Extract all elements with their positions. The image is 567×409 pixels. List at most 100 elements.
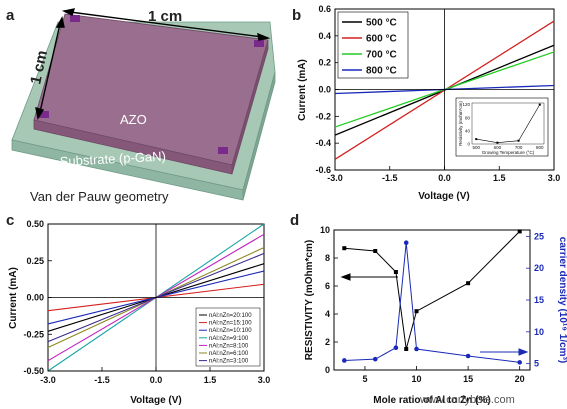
panel-b-label: b: [292, 7, 301, 24]
panel-d-series-1-point-1: [372, 356, 378, 362]
contact-pad-bottom-right: [218, 147, 228, 154]
panel-b-xtick-label-1: -1.5: [382, 173, 398, 183]
panel-d-ylabel-right: carrier density (10¹⁹ 1/cm³): [557, 237, 567, 363]
panel-d-series-1-point-2: [393, 345, 399, 351]
panel-b-xtick-label-3: 1.5: [493, 173, 506, 183]
panel-b-ytick-label-3: 0.0: [318, 85, 331, 95]
panel-d: d 5 10 15 20 0 2 4 6 8 10 5 10 15 20 25 Mole ratio of …: [290, 212, 567, 406]
panel-c-ylabel: Current (mA): [8, 267, 19, 329]
panel-d-ytick-left-label-2: 4: [325, 309, 330, 319]
panel-b-legend-entry-2: 700 °C: [366, 50, 397, 61]
panel-d-series-1-point-6: [517, 360, 522, 365]
panel-b-inset-plot-area: [471, 102, 545, 145]
panel-b-inset-xtick-2: 700: [515, 145, 523, 150]
panel-d-xtick-label-1: 10: [412, 374, 422, 384]
panel-b-ylabel: Current (mA): [297, 59, 308, 121]
panel-b-ytick-label-1: -0.4: [315, 138, 331, 148]
panel-d-label: d: [290, 212, 299, 229]
panel-b-xlabel: Voltage (V): [418, 191, 469, 202]
panel-b-legend-entry-0: 500 °C: [366, 18, 397, 29]
panel-b-legend: 500 °C 600 °C 700 °C 800 °C: [337, 11, 409, 79]
contact-pad-top-left: [70, 15, 80, 22]
panel-a-label: a: [6, 7, 15, 24]
panel-a-caption: Van der Pauw geometry: [30, 189, 169, 204]
substrate-label: Substrate (p-GaN): [59, 148, 166, 169]
panel-d-series-1-point-0: [342, 358, 347, 363]
panel-b-inset-point-3: [538, 103, 541, 106]
panel-b-inset-point-2: [517, 139, 520, 142]
panel-d-xtick-label-2: 15: [463, 374, 473, 384]
panel-c-ticks: -3.0 -1.5 0.0 1.5 3.0 -0.50 -0.25 0.00 0.25 0.50: [23, 219, 270, 385]
panel-c-ytick-label-4: 0.50: [26, 219, 44, 229]
panel-c-ytick-label-0: -0.50: [23, 366, 44, 376]
panel-d-ytick-right-label-1: 10: [534, 327, 544, 337]
panel-d-ytick-left-label-5: 10: [320, 225, 330, 235]
panel-b-ytick-label-2: -0.2: [315, 111, 331, 121]
panel-c-xtick-label-0: -3.0: [40, 375, 56, 385]
panel-c-ytick-label-2: 0.00: [26, 293, 44, 303]
left-axis-indicator-arrow: [340, 273, 398, 281]
panel-c: c -3.0 -1.5 0.0 1.5 3.0 -0.50 -0.25 0.00 0.25 0.5…: [6, 212, 270, 406]
panel-c-legend-box: [195, 307, 261, 367]
panel-c-legend-entry-4: nAl:nZn=8:100: [209, 343, 249, 349]
panel-c-ytick-label-1: -0.25: [23, 329, 44, 339]
panel-a: a 1 cm 1 cm AZO Substrate (p-GaN) Van de…: [6, 7, 276, 204]
panel-d-series-0-point-4: [414, 309, 419, 314]
panel-b-ytick-label-5: 0.4: [318, 31, 331, 41]
panel-c-xtick-label-1: -1.5: [94, 375, 110, 385]
panel-d-ytick-right-label-2: 15: [534, 295, 544, 305]
panel-b-inset-point-0: [475, 138, 478, 141]
panel-b-inset-ylabel: Resistivity (mohm*cm): [458, 101, 463, 146]
panel-b-ytick-label-6: 0.6: [318, 4, 331, 14]
panel-d-xtick-label-0: 5: [362, 374, 367, 384]
dimension-arrow-left: [35, 16, 65, 120]
panel-d-ytick-left-label-0: 0: [325, 365, 330, 375]
right-axis-indicator-arrow: [480, 348, 529, 356]
panel-b-inset-point-1: [496, 141, 499, 144]
panel-d-series-0-point-1: [373, 249, 378, 253]
panel-c-legend-entry-3: nAl:nZn=9:100: [209, 336, 249, 342]
panel-b-ytick-label-0: -0.6: [315, 165, 331, 175]
contact-pad-bottom-left: [39, 111, 49, 118]
panel-b-inset-ytick-2: 80: [465, 115, 471, 120]
panel-b-inset-xlabel: Growing Temperature (°C): [482, 150, 535, 155]
azo-film-label: AZO: [120, 112, 147, 127]
panel-b-ticks: -3.0 -1.5 0.0 1.5 3.0 -0.6 -0.4 -0.2 0.0 0.2 0.4 0.…: [315, 4, 560, 183]
panel-c-legend-entry-6: nAl:nZn=3:100: [209, 359, 249, 365]
panel-d-series-1-point-3: [403, 240, 409, 246]
panel-b-inset-xtick-0: 500: [472, 145, 480, 150]
panel-b-inset: 500 600 700 800 0 40 80 120 Growing Temperature …: [455, 97, 549, 157]
panel-c-legend-entry-2: nAl:nZn=10:100: [209, 328, 252, 334]
dimension-arrow-top: [61, 8, 271, 41]
azo-film-side: [231, 39, 269, 175]
panel-b-inset-ytick-3: 120: [462, 102, 470, 107]
panel-d-ytick-left-label-3: 6: [325, 281, 330, 291]
panel-c-legend-entry-1: nAl:nZn=15:100: [209, 321, 252, 327]
panel-b-inset-xtick-1: 600: [494, 145, 502, 150]
panel-d-series-line-0: [344, 231, 521, 350]
panel-b-inset-ytick-1: 40: [465, 128, 471, 133]
panel-b-inset-frame: [455, 97, 549, 157]
panel-d-series-0-point-5: [466, 281, 471, 286]
panel-b-xtick-label-4: 3.0: [548, 173, 561, 183]
panel-d-series-0-point-0: [342, 246, 347, 251]
panel-b-xtick-label-2: 0.0: [438, 173, 451, 183]
panel-d-ytick-right-label-3: 20: [534, 263, 544, 273]
panel-c-legend: nAl:nZn=20:100 nAl:nZn=15:100nAl:nZn=10:1…: [195, 307, 261, 367]
panel-b-legend-entry-1: 600 °C: [366, 34, 397, 45]
panel-b-inset-line: [476, 104, 541, 143]
panel-c-xtick-label-2: 0.0: [150, 375, 163, 385]
panel-c-ytick-label-3: 0.25: [26, 256, 44, 266]
panel-b-legend-entry-3: 800 °C: [366, 66, 397, 77]
panel-d-series-0-point-6: [517, 229, 522, 234]
panel-d-series-1-point-4: [414, 346, 419, 352]
panel-d-series-0-point-2: [393, 270, 398, 274]
panel-d-series-group: [342, 229, 522, 365]
panel-b-inset-ytick-0: 0: [467, 142, 470, 147]
panel-d-series-0-point-3: [404, 347, 409, 351]
panel-c-xlabel: Voltage (V): [130, 395, 181, 406]
panel-d-xlabel: Mole ratio of Al to Zn (%): [373, 395, 490, 406]
substrate-side: [242, 71, 276, 201]
panel-d-ticks: 5 10 15 20 0 2 4 6 8 10 5 10 15 20 25: [320, 225, 544, 384]
